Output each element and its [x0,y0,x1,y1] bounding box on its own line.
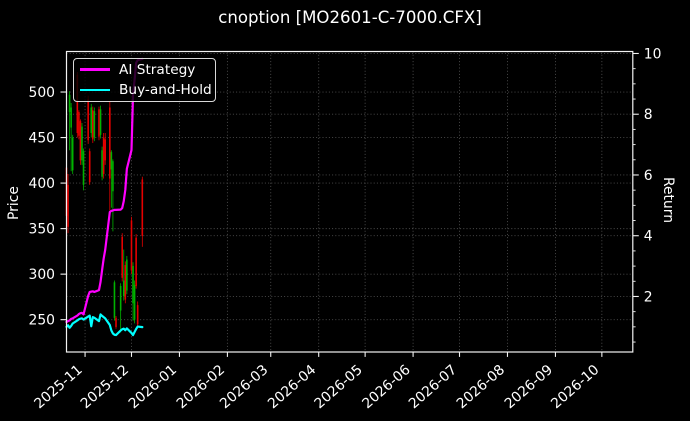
candle-body [124,265,127,300]
candle-body [115,317,117,327]
candle-body [98,109,100,137]
y-left-tick-label: 350 [28,221,55,237]
candle-body [71,137,74,171]
candle-body [76,74,79,133]
candle-body [112,161,114,192]
x-tick-label: 2026-05 [311,362,365,412]
x-tick-label: 2025-12 [78,362,132,412]
candle-body [79,121,82,161]
y-right-tick-label: 4 [644,229,653,245]
candle-body [110,152,113,170]
x-tick-label: 2026-04 [265,362,319,412]
candle-body [68,94,71,113]
candle-body [126,259,128,291]
legend-label: Buy-and-Hold [119,81,212,98]
candle-body [109,107,111,179]
series-line-ai-strategy [65,57,144,324]
candle-body [122,280,125,296]
candle-body [119,285,122,311]
x-tick-label: 2026-03 [217,362,271,412]
y-left-tick-label: 400 [28,176,55,192]
candle-body [93,111,96,138]
y-right-tick-label: 10 [644,46,662,62]
legend-item-ai-strategy: AI Strategy [80,60,207,80]
y-left-tick-label: 300 [28,267,55,283]
candle-body [90,107,93,133]
candle-body [132,265,134,304]
chart-title: cnoption [MO2601-C-7000.CFX] [218,8,482,27]
candle-body [101,150,103,177]
x-tick-label: 2026-06 [359,362,413,412]
plot-border [65,50,634,353]
candle-body [82,151,85,185]
candle-body [121,236,124,278]
candle-body [130,220,133,271]
y-right-tick-label: 8 [644,107,653,123]
x-tick-label: 2025-11 [31,362,85,412]
y-right-tick-label: 2 [644,289,653,305]
buy-and-hold-line-swatch [80,88,110,92]
candle-body [102,137,105,174]
candle-body [92,110,94,140]
y-left-tick-label: 450 [28,130,55,146]
x-tick-label: 2026-09 [502,362,556,412]
candle-body [99,109,102,135]
y-right-tick-label: 6 [644,168,653,184]
candle-body [135,237,137,286]
candle-body [113,282,116,318]
candle-body [67,184,69,227]
candle-body [78,112,80,136]
candle-body [87,99,89,141]
ai-strategy-line-swatch [80,68,110,71]
y-left-tick-label: 250 [28,312,55,328]
x-tick-label: 2026-10 [548,362,602,412]
legend-label: AI Strategy [119,61,196,78]
candle-body [70,107,72,128]
candle-body [88,151,91,183]
y-axis-label-price: Price [5,186,22,220]
legend-item-buy-and-hold: Buy-and-Hold [80,80,212,100]
legend: AI Strategy Buy-and-Hold [73,57,216,102]
y-left-tick-label: 500 [28,85,55,101]
y-axis-label-return: Return [659,176,676,224]
series-line-buy-and-hold [65,313,144,337]
candle-body [81,126,83,161]
x-tick-label: 2026-01 [126,362,180,412]
candle-body [141,179,144,236]
x-tick-label: 2026-08 [454,362,508,412]
candle-body [136,305,139,325]
candle-body [104,139,106,161]
x-tick-label: 2026-07 [406,362,460,412]
candle-body [133,285,136,320]
